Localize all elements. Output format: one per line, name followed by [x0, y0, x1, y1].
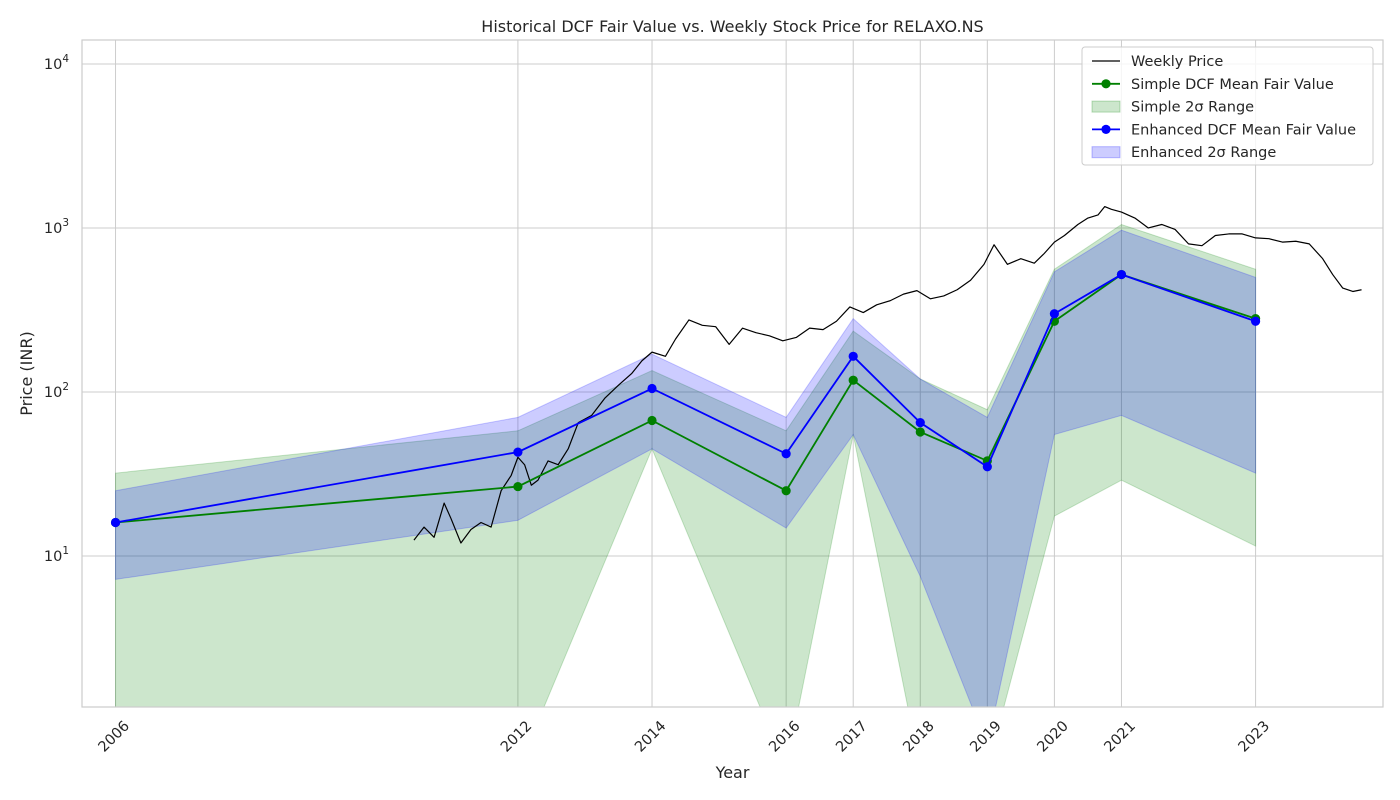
enhanced-mean-point — [1116, 269, 1127, 280]
x-axis-title: Year — [715, 763, 750, 782]
simple-mean-point — [848, 375, 858, 385]
x-tick-label: 2019 — [967, 718, 1004, 755]
y-tick-exponent: 3 — [62, 217, 69, 229]
x-tick-label: 2016 — [766, 718, 803, 755]
legend-label: Simple 2σ Range — [1131, 100, 1254, 116]
simple-mean-point — [513, 481, 523, 492]
legend-label: Enhanced 2σ Range — [1131, 145, 1276, 161]
y-tick-label: 102 — [44, 381, 69, 401]
enhanced-mean-point — [110, 517, 121, 528]
y-tick-label: 101 — [44, 545, 69, 565]
y-tick-base: 10 — [44, 549, 62, 565]
x-tick-label: 2021 — [1102, 718, 1139, 755]
y-tick-exponent: 2 — [62, 381, 69, 393]
enhanced-mean-line — [115, 273, 1256, 524]
enhanced-mean-point — [781, 449, 791, 459]
chart-title: Historical DCF Fair Value vs. Weekly Sto… — [481, 17, 983, 36]
simple-2sigma-band — [115, 223, 1257, 707]
legend-swatch-band — [1091, 146, 1121, 159]
y-tick-base: 10 — [44, 57, 62, 73]
weekly-price-line — [413, 205, 1362, 544]
x-tick-label: 2017 — [833, 718, 870, 755]
grid-lines — [82, 40, 1383, 707]
y-tick-base: 10 — [44, 221, 62, 237]
enhanced-mean-point — [1049, 309, 1059, 319]
simple-mean-point — [647, 415, 657, 426]
enhanced-mean-point — [848, 351, 858, 361]
simple-mean-point — [915, 427, 925, 437]
enhanced-mean-point — [1250, 316, 1261, 326]
y-tick-exponent: 1 — [62, 545, 69, 557]
x-tick-label: 2012 — [498, 718, 535, 755]
legend-box — [1081, 46, 1374, 166]
y-tick-label: 103 — [44, 217, 69, 237]
legend-label: Simple DCF Mean Fair Value — [1131, 77, 1334, 93]
enhanced-mean-point — [982, 462, 992, 472]
y-tick-exponent: 4 — [62, 53, 69, 65]
x-tick-label: 2006 — [96, 718, 133, 755]
enhanced-mean-point — [915, 418, 925, 428]
x-tick-label: 2014 — [632, 718, 669, 755]
enhanced-2sigma-band — [115, 229, 1257, 707]
simple-mean-point — [781, 486, 791, 496]
enhanced-mean-point — [513, 447, 523, 457]
x-tick-label: 2023 — [1236, 718, 1273, 755]
simple-mean-line — [115, 273, 1256, 524]
y-axis-title: Price (INR) — [17, 331, 36, 415]
legend — [1081, 46, 1374, 166]
legend-label: Weekly Price — [1131, 54, 1223, 70]
legend-swatch-marker — [1101, 79, 1111, 89]
x-tick-label: 2018 — [900, 718, 937, 755]
x-tick-label: 2020 — [1035, 718, 1072, 755]
y-tick-label: 104 — [44, 53, 69, 73]
plot-content — [110, 205, 1362, 707]
enhanced-mean-point — [647, 383, 657, 394]
legend-label: Enhanced DCF Mean Fair Value — [1131, 122, 1356, 138]
plot-frame — [81, 39, 1384, 708]
legend-swatch-marker — [1101, 124, 1111, 134]
legend-swatch-band — [1091, 100, 1121, 113]
y-tick-base: 10 — [44, 385, 62, 401]
